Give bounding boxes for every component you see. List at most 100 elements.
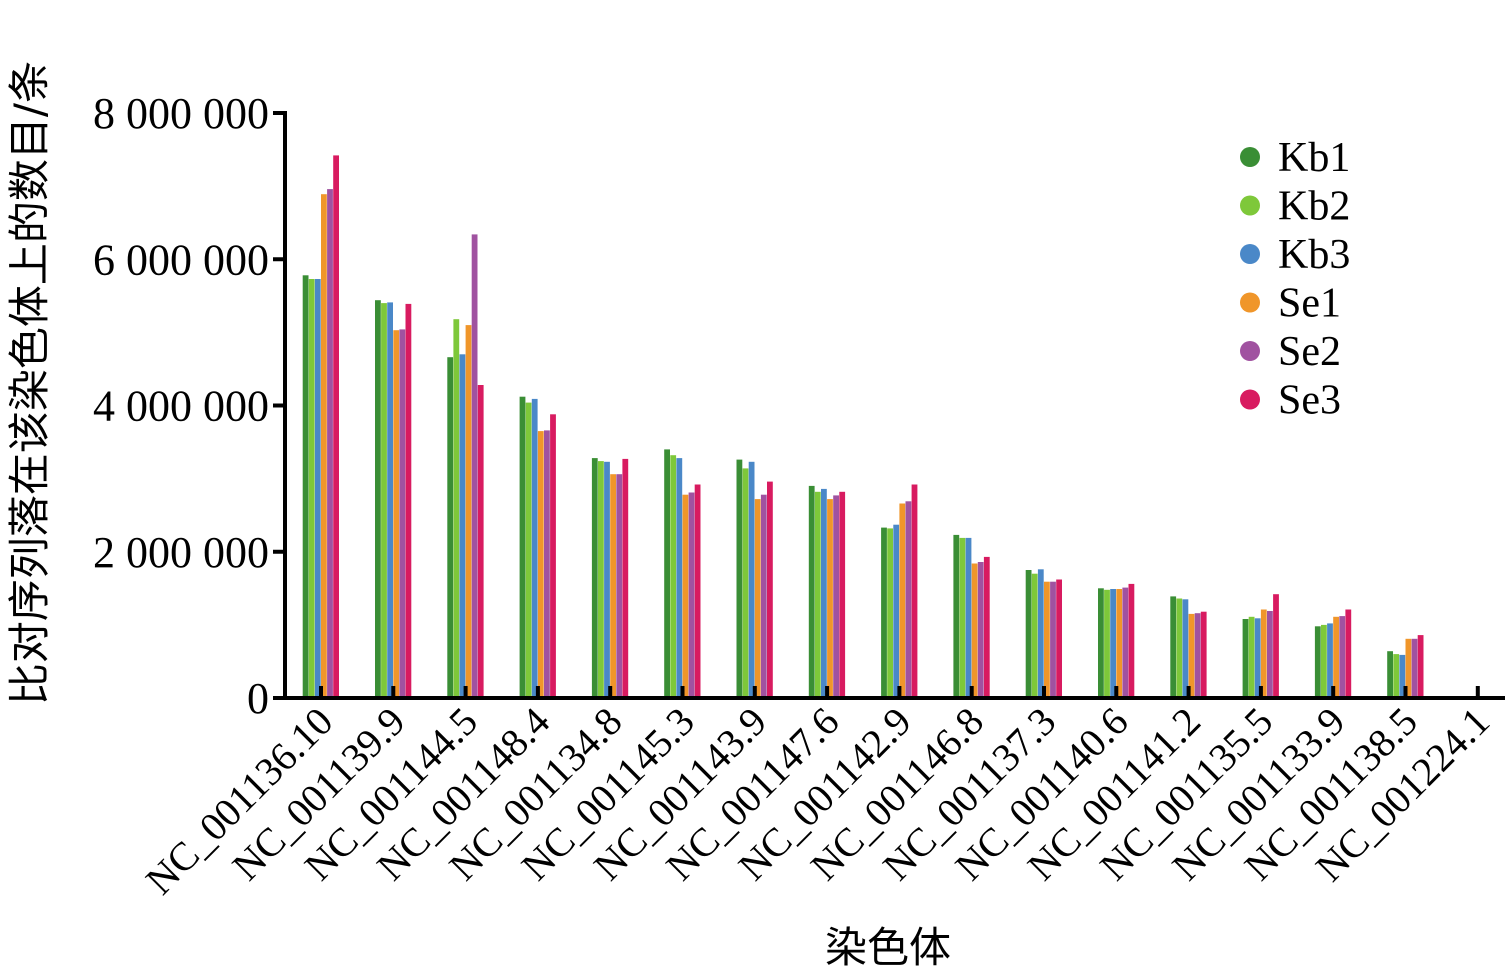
y-tick-label: 6 000 000 (93, 235, 269, 284)
bar-se3-1 (405, 303, 412, 698)
x-ticks-group: NC_001136.10NC_001139.9NC_001144.5NC_001… (137, 686, 1498, 903)
bar-kb1-4 (591, 458, 598, 698)
y-ticks-group: 0 2 000 000 4 000 000 6 000 000 8 000 000 (93, 89, 285, 723)
x-axis-title: 染色体 (825, 923, 951, 971)
bar-se1-2 (465, 325, 472, 698)
bar-se2-7 (833, 495, 839, 698)
y-tick-label: 4 000 000 (93, 382, 269, 431)
bar-se1-8 (899, 503, 906, 698)
bar-kb1-5 (664, 449, 670, 698)
bar-kb3-13 (1254, 618, 1261, 698)
bar-kb1-13 (1242, 619, 1249, 698)
bar-kb3-1 (387, 302, 393, 698)
bar-se2-11 (1122, 587, 1129, 698)
bar-se3-11 (1128, 583, 1135, 698)
legend-label-se1: Se1 (1278, 281, 1341, 327)
legend-marker-se2 (1240, 341, 1260, 361)
bar-se2-1 (399, 329, 406, 698)
bar-kb2-1 (381, 303, 387, 698)
bar-kb3-4 (604, 461, 610, 698)
bar-kb2-4 (598, 461, 604, 698)
bar-se1-10 (1044, 581, 1050, 698)
bar-kb2-13 (1248, 616, 1255, 698)
bar-kb1-2 (447, 357, 454, 698)
bar-kb2-8 (887, 528, 893, 698)
legend-marker-kb2 (1240, 195, 1260, 216)
y-tick-label: 0 (247, 674, 269, 723)
bar-se2-5 (688, 492, 695, 698)
y-axis-title: 比对序列落在该染色体上的数目/条 (5, 61, 54, 705)
bar-se3-3 (550, 414, 556, 698)
bar-se2-15 (1411, 638, 1418, 698)
legend-marker-se3 (1240, 389, 1260, 410)
bar-se3-0 (333, 155, 339, 698)
bar-kb1-3 (519, 396, 526, 698)
bar-kb2-11 (1104, 589, 1110, 698)
bar-kb1-12 (1170, 596, 1177, 698)
bar-se1-14 (1333, 616, 1339, 698)
legend-label-kb1: Kb1 (1278, 135, 1350, 181)
bar-kb3-7 (821, 488, 827, 698)
bar-kb1-14 (1314, 626, 1321, 698)
bar-se1-7 (827, 499, 833, 698)
bar-se2-8 (905, 501, 912, 698)
bar-kb3-12 (1182, 599, 1189, 698)
bar-kb2-10 (1031, 573, 1038, 698)
bar-se1-4 (610, 474, 616, 698)
bar-se2-0 (327, 189, 333, 698)
bar-kb3-8 (893, 524, 900, 698)
bar-se2-12 (1194, 613, 1201, 698)
bar-se1-12 (1188, 613, 1195, 698)
bar-se2-13 (1267, 611, 1273, 698)
bar-kb1-9 (953, 534, 960, 698)
bars-group (302, 155, 1424, 698)
bar-kb2-14 (1321, 624, 1327, 698)
bar-se3-5 (694, 484, 701, 698)
bar-kb1-1 (375, 300, 381, 698)
bar-kb1-15 (1387, 651, 1393, 698)
legend-label-kb3: Kb3 (1278, 232, 1350, 278)
bar-kb3-3 (531, 398, 538, 698)
y-tick-label: 2 000 000 (93, 528, 269, 577)
bar-se1-5 (682, 494, 689, 698)
bar-se2-4 (616, 474, 623, 698)
bar-se3-4 (622, 458, 629, 698)
bar-kb3-9 (965, 537, 972, 698)
bar-se1-3 (537, 431, 544, 698)
bar-kb1-6 (736, 459, 743, 698)
legend-marker-se1 (1240, 292, 1260, 313)
bar-kb3-5 (676, 458, 683, 698)
bar-se3-10 (1056, 579, 1062, 698)
bar-se2-9 (977, 562, 984, 698)
bar-se1-15 (1405, 638, 1412, 698)
bar-kb2-9 (959, 537, 966, 698)
bar-kb2-7 (814, 491, 821, 698)
bar-se1-9 (971, 563, 978, 698)
legend-marker-kb3 (1240, 244, 1260, 264)
bar-kb1-10 (1025, 570, 1032, 698)
bar-se3-9 (983, 556, 990, 698)
bar-kb2-12 (1176, 598, 1183, 698)
bar-se1-6 (754, 499, 761, 698)
bar-kb3-10 (1037, 569, 1044, 698)
bar-kb3-2 (459, 354, 466, 698)
bar-kb1-8 (881, 527, 887, 698)
legend-label-se3: Se3 (1278, 378, 1341, 424)
bar-kb3-11 (1110, 589, 1116, 698)
bar-kb1-0 (302, 275, 309, 698)
bar-se1-13 (1260, 609, 1267, 698)
bar-se3-13 (1273, 594, 1279, 698)
bar-se2-2 (471, 234, 478, 698)
bar-kb2-3 (525, 402, 532, 698)
bar-kb3-6 (748, 461, 755, 698)
y-tick-label: 8 000 000 (93, 89, 269, 138)
bar-se3-8 (911, 484, 918, 698)
bar-se3-6 (767, 481, 773, 698)
legend-marker-kb1 (1240, 147, 1260, 167)
bar-kb3-0 (314, 279, 321, 698)
bar-kb1-11 (1098, 588, 1104, 698)
legend-label-se2: Se2 (1278, 329, 1341, 375)
bar-se2-6 (760, 494, 767, 698)
bar-se3-12 (1200, 611, 1207, 698)
bar-se1-0 (321, 194, 327, 698)
